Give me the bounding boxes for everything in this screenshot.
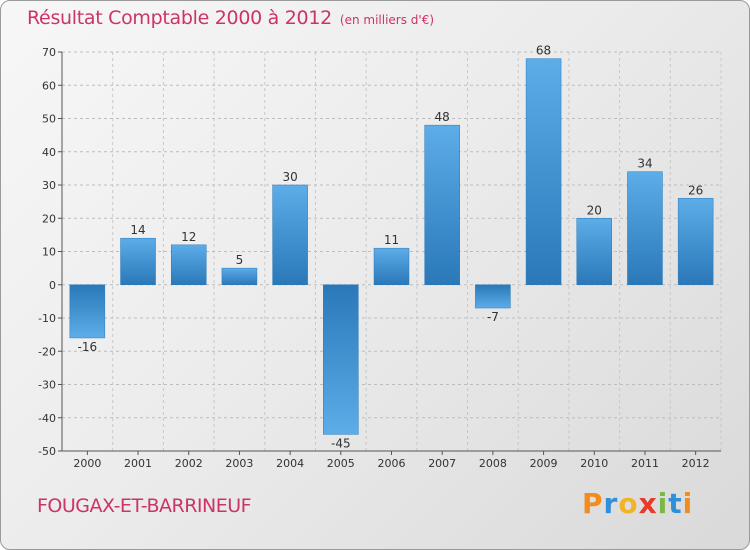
logo-letter: r: [603, 487, 619, 520]
bar-2004: [272, 184, 308, 285]
data-labels: -16 14 12 5 30 -45 11 48 -7 68 20 34 26: [78, 44, 704, 451]
logo-letter: P: [582, 487, 604, 520]
logo-letter: t: [668, 487, 683, 520]
value-label-2006: 11: [384, 233, 399, 247]
bar-2000: [69, 284, 106, 339]
value-label-2004: 30: [282, 170, 297, 184]
y-tick-label: -30: [38, 379, 56, 392]
logo-letter: i: [657, 487, 669, 520]
chart-subtitle: (en milliers d'€): [339, 13, 435, 27]
x-tick-label-2006: 2006: [378, 457, 406, 470]
value-label-2003: 5: [236, 253, 244, 267]
bar-2001: [120, 237, 156, 285]
value-label-2007: 48: [435, 110, 450, 124]
value-label-2011: 34: [637, 157, 652, 171]
value-label-2001: 14: [130, 223, 145, 237]
y-tick-label: 30: [42, 179, 56, 192]
y-tick-label: 40: [42, 146, 56, 159]
bar-2009: [525, 58, 562, 286]
x-tick-label-2004: 2004: [276, 457, 304, 470]
x-tick-label-2005: 2005: [327, 457, 355, 470]
value-label-2000: -16: [78, 340, 98, 354]
value-label-2002: 12: [181, 230, 196, 244]
bar-2006: [373, 247, 410, 286]
bar-2010: [576, 218, 613, 285]
x-tick-label-2012: 2012: [682, 457, 710, 470]
logo-letter: x: [638, 487, 658, 520]
x-tick-label-2001: 2001: [124, 457, 152, 470]
y-tick-label: 0: [49, 279, 56, 292]
y-tick-label: 50: [42, 113, 56, 126]
bar-2011: [627, 171, 663, 285]
y-tick-label: -10: [38, 312, 56, 325]
x-tick-label-2011: 2011: [631, 457, 659, 470]
x-tick-label-2002: 2002: [175, 457, 203, 470]
logo-letter: o: [618, 487, 639, 520]
value-label-2008: -7: [487, 310, 499, 324]
x-tick-label-2007: 2007: [428, 457, 456, 470]
bar-2007: [424, 124, 460, 286]
value-label-2005: -45: [331, 436, 351, 450]
commune-name: FOUGAX-ET-BARRINEUF: [37, 495, 252, 517]
y-tick-label: -20: [38, 345, 56, 358]
y-tick-label: 70: [42, 46, 56, 59]
y-tick-label: -50: [38, 445, 56, 458]
y-tick-label: -40: [38, 412, 56, 425]
y-tick-label: 10: [42, 246, 56, 259]
bar-2003: [221, 267, 258, 285]
logo-letter: i: [682, 487, 694, 520]
proxiti-logo: Proxiti: [582, 487, 693, 520]
x-tick-label-2010: 2010: [580, 457, 608, 470]
value-label-2009: 68: [536, 44, 551, 58]
bar-2008: [475, 284, 511, 309]
y-tick-label: 20: [42, 212, 56, 225]
x-tick-label-2003: 2003: [225, 457, 253, 470]
bar-2012: [677, 198, 714, 285]
x-tick-label-2000: 2000: [73, 457, 101, 470]
y-tick-label: 60: [42, 79, 56, 92]
chart-title: Résultat Comptable 2000 à 2012 (en millie…: [27, 7, 435, 29]
value-label-2010: 20: [587, 203, 602, 217]
bars: [69, 58, 714, 435]
x-tick-label-2009: 2009: [530, 457, 558, 470]
bar-2002: [170, 244, 207, 286]
bar-2005: [323, 284, 359, 435]
x-tick-label-2008: 2008: [479, 457, 507, 470]
value-label-2012: 26: [688, 183, 703, 197]
